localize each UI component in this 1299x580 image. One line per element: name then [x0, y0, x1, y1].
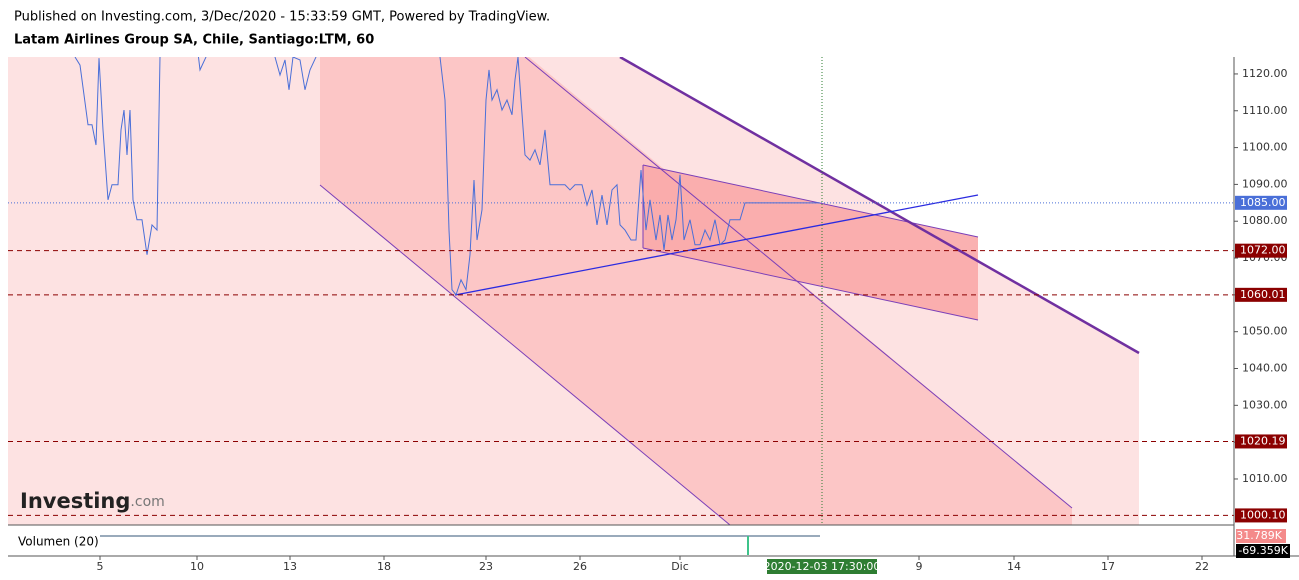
- plot-area: [8, 57, 1234, 525]
- watermark-brand: Investing: [20, 489, 130, 513]
- y-tick-label: 1040.00: [1242, 362, 1288, 375]
- crosshair-label-bg: [767, 559, 877, 574]
- x-tick-label: 9: [916, 560, 923, 573]
- trend-line: [454, 194, 979, 296]
- chart-subtitle: Latam Airlines Group SA, Chile, Santiago…: [14, 33, 374, 48]
- y-tick-label: 1080.00: [1242, 214, 1288, 227]
- crosshair-label: 2020-12-03 17:30:00: [764, 560, 881, 573]
- x-tick-label: 26: [573, 560, 587, 573]
- small-channel: [643, 165, 978, 320]
- trend-line: [524, 57, 1073, 509]
- x-tick-label: 13: [283, 560, 297, 573]
- volume-label: -69.359K: [1238, 544, 1288, 557]
- level-label: 1020.19: [1240, 434, 1286, 447]
- price-line: [74, 57, 820, 296]
- y-tick-label: 1120.00: [1242, 67, 1288, 80]
- level-label-bg: [1235, 195, 1287, 210]
- y-tick-label: 1110.00: [1242, 104, 1288, 117]
- y-tick-label: 1090.00: [1242, 177, 1288, 190]
- y-tick-label: 1050.00: [1242, 325, 1288, 338]
- trend-line: [619, 57, 1140, 355]
- trend-line: [642, 247, 979, 321]
- x-tick-label: Dic: [671, 560, 689, 573]
- x-tick-label: 18: [377, 560, 391, 573]
- volume-label: 31.789K: [1236, 529, 1282, 542]
- x-tick-label: 17: [1101, 560, 1115, 573]
- chart-title: Published on Investing.com, 3/Dec/2020 -…: [14, 10, 550, 25]
- x-tick-label: 10: [190, 560, 204, 573]
- mid-channel: [320, 57, 1072, 525]
- level-label: 1085.00: [1240, 196, 1286, 209]
- x-tick-label: 14: [1007, 560, 1021, 573]
- volume-label-bg: [1236, 544, 1290, 558]
- trend-line: [642, 164, 979, 238]
- level-label-bg: [1235, 243, 1287, 258]
- level-label-bg: [1235, 434, 1287, 449]
- trend-line: [319, 184, 731, 525]
- volume-spike: [747, 536, 749, 555]
- x-tick-label: 5: [97, 560, 104, 573]
- volume-title: Volumen (20): [18, 535, 99, 549]
- level-label: 1060.01: [1240, 288, 1286, 301]
- level-label: 1000.10: [1240, 508, 1286, 521]
- x-tick-label: 22: [1195, 560, 1209, 573]
- y-tick-label: 1030.00: [1242, 398, 1288, 411]
- level-label: 1072.00: [1240, 244, 1286, 257]
- watermark: Investing.com: [20, 489, 165, 513]
- level-label-bg: [1235, 508, 1287, 523]
- level-label-bg: [1235, 287, 1287, 302]
- watermark-suffix: .com: [130, 494, 164, 510]
- y-tick-label: 1100.00: [1242, 141, 1288, 154]
- y-tick-label: 1010.00: [1242, 472, 1288, 485]
- x-tick-label: 23: [479, 560, 493, 573]
- volume-label-bg: [1236, 529, 1286, 543]
